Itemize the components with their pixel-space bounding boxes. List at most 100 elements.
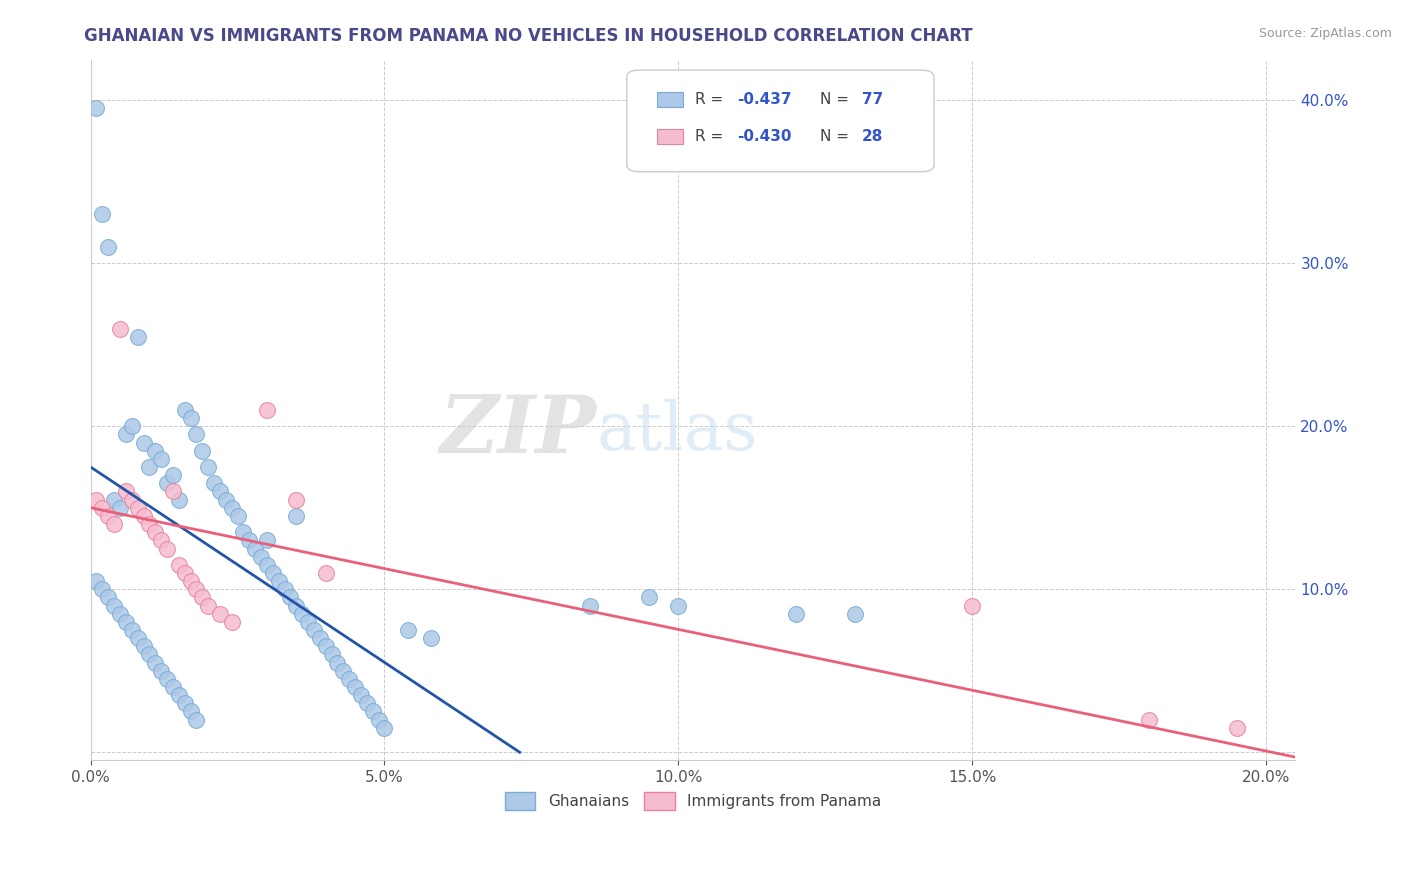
Point: [844, 607, 866, 621]
Point: [103, 492, 125, 507]
Point: [162, 680, 184, 694]
Point: [1137, 713, 1160, 727]
Point: [232, 525, 254, 540]
Point: [191, 443, 214, 458]
Point: [579, 599, 602, 613]
Point: [127, 631, 149, 645]
Point: [326, 656, 349, 670]
Point: [273, 582, 295, 597]
Point: [221, 615, 243, 629]
Point: [108, 500, 131, 515]
Point: [361, 705, 384, 719]
Text: 28: 28: [862, 129, 883, 145]
Point: [167, 688, 190, 702]
Point: [197, 599, 219, 613]
Point: [91, 582, 114, 597]
Point: [108, 321, 131, 335]
Point: [156, 476, 179, 491]
Point: [191, 591, 214, 605]
Point: [350, 688, 373, 702]
Text: Source: ZipAtlas.com: Source: ZipAtlas.com: [1258, 27, 1392, 40]
Point: [666, 599, 689, 613]
Point: [1226, 721, 1249, 735]
Point: [420, 631, 443, 645]
Point: [132, 435, 155, 450]
Point: [186, 713, 208, 727]
Point: [127, 500, 149, 515]
Point: [86, 574, 108, 588]
Point: [138, 517, 160, 532]
Point: [297, 615, 319, 629]
Point: [302, 623, 325, 637]
Legend: Ghanaians, Immigrants from Panama: Ghanaians, Immigrants from Panama: [499, 786, 887, 816]
Point: [367, 713, 389, 727]
Point: [162, 484, 184, 499]
Point: [180, 574, 202, 588]
Point: [256, 533, 278, 548]
Text: GHANAIAN VS IMMIGRANTS FROM PANAMA NO VEHICLES IN HOUSEHOLD CORRELATION CHART: GHANAIAN VS IMMIGRANTS FROM PANAMA NO VE…: [84, 27, 973, 45]
Point: [115, 615, 138, 629]
Point: [373, 721, 395, 735]
Point: [162, 468, 184, 483]
Text: -0.430: -0.430: [738, 129, 792, 145]
Point: [173, 566, 195, 580]
Text: ZIP: ZIP: [440, 392, 596, 470]
Point: [132, 508, 155, 523]
Point: [243, 541, 266, 556]
Point: [337, 672, 360, 686]
Point: [960, 599, 983, 613]
Point: [138, 460, 160, 475]
Point: [208, 607, 231, 621]
Point: [186, 582, 208, 597]
Point: [285, 599, 308, 613]
Point: [108, 607, 131, 621]
Point: [315, 640, 337, 654]
Point: [156, 672, 179, 686]
FancyBboxPatch shape: [627, 70, 934, 172]
Point: [91, 500, 114, 515]
Point: [215, 492, 238, 507]
Point: [226, 508, 249, 523]
Point: [267, 574, 290, 588]
Point: [315, 566, 337, 580]
Text: R =: R =: [696, 92, 728, 107]
Text: N =: N =: [820, 129, 853, 145]
Point: [202, 476, 225, 491]
Point: [197, 460, 219, 475]
Point: [396, 623, 419, 637]
Point: [250, 549, 273, 564]
Point: [238, 533, 260, 548]
Point: [256, 403, 278, 417]
Point: [143, 525, 166, 540]
Point: [121, 492, 143, 507]
Point: [280, 591, 302, 605]
Point: [638, 591, 661, 605]
Point: [103, 517, 125, 532]
Point: [186, 427, 208, 442]
Text: atlas: atlas: [596, 399, 758, 464]
Point: [150, 664, 173, 678]
Point: [143, 443, 166, 458]
Point: [291, 607, 314, 621]
Point: [121, 419, 143, 434]
Point: [115, 484, 138, 499]
Point: [156, 541, 179, 556]
Point: [97, 508, 120, 523]
Point: [143, 656, 166, 670]
Point: [173, 697, 195, 711]
Point: [103, 599, 125, 613]
Point: [127, 329, 149, 343]
Point: [121, 623, 143, 637]
Point: [167, 492, 190, 507]
Point: [285, 508, 308, 523]
Point: [180, 411, 202, 425]
Point: [356, 697, 378, 711]
Text: 77: 77: [862, 92, 883, 107]
Point: [208, 484, 231, 499]
Point: [285, 492, 308, 507]
Point: [150, 451, 173, 466]
Text: N =: N =: [820, 92, 853, 107]
Point: [86, 492, 108, 507]
Point: [256, 558, 278, 572]
Point: [138, 648, 160, 662]
